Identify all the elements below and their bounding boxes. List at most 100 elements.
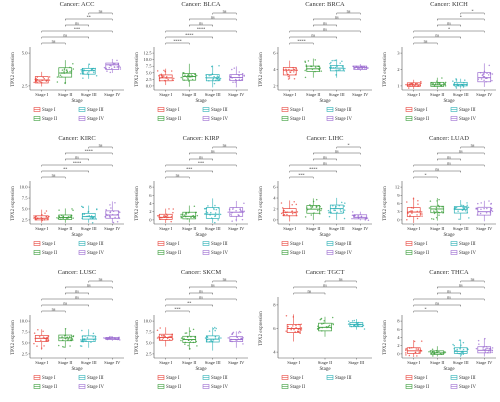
bracket-line bbox=[65, 158, 89, 161]
data-point bbox=[119, 339, 121, 341]
box-stage-iii bbox=[327, 197, 346, 220]
legend: Stage I Stage II Stage III Stage IV bbox=[281, 107, 352, 122]
data-point bbox=[40, 347, 43, 349]
data-point bbox=[190, 74, 193, 76]
box-stage-iv bbox=[351, 211, 370, 221]
data-point bbox=[458, 339, 461, 341]
data-point bbox=[187, 78, 189, 81]
data-point bbox=[412, 198, 415, 200]
significance-label: **** bbox=[173, 38, 181, 43]
significance-label: ** bbox=[87, 14, 91, 19]
data-point bbox=[295, 326, 297, 329]
data-point bbox=[38, 80, 40, 83]
data-point bbox=[486, 207, 488, 210]
data-point bbox=[213, 75, 215, 78]
data-point bbox=[95, 218, 98, 220]
data-point bbox=[88, 214, 90, 217]
box-stage-i bbox=[405, 79, 422, 89]
data-point bbox=[455, 87, 458, 89]
data-point bbox=[46, 336, 48, 339]
data-point bbox=[357, 215, 360, 217]
data-point bbox=[243, 202, 245, 204]
x-tick-label: Stage III bbox=[205, 226, 221, 231]
x-axis-label: Stage bbox=[443, 233, 455, 238]
data-point bbox=[462, 348, 465, 351]
data-point bbox=[353, 324, 356, 327]
data-point bbox=[304, 60, 306, 63]
box-stage-iv bbox=[104, 201, 121, 224]
data-point bbox=[185, 212, 188, 214]
data-point bbox=[304, 69, 306, 72]
data-point bbox=[92, 332, 95, 335]
bracket-line bbox=[41, 298, 113, 301]
legend: Stage I Stage II Stage III Stage IV bbox=[405, 107, 476, 122]
data-point bbox=[291, 210, 293, 212]
significance-label: ns bbox=[307, 288, 311, 293]
significance-label: **** bbox=[197, 26, 205, 31]
data-point bbox=[68, 336, 71, 338]
data-point bbox=[441, 77, 443, 79]
data-point bbox=[295, 324, 297, 326]
data-point bbox=[111, 67, 113, 70]
legend-label: Stage I bbox=[414, 376, 428, 381]
data-point bbox=[477, 339, 480, 342]
data-point bbox=[169, 335, 171, 338]
significance-label: ns bbox=[176, 172, 180, 177]
y-axis-label: TPX2 expression bbox=[259, 186, 264, 221]
data-point bbox=[118, 217, 121, 220]
significance-bracket: ns bbox=[460, 142, 485, 149]
y-tick-label: 2.5 bbox=[22, 351, 28, 356]
data-point bbox=[210, 65, 213, 68]
legend-label: Stage III bbox=[459, 242, 476, 247]
significance-bracket: * bbox=[413, 26, 485, 33]
y-tick-label: 8 bbox=[273, 302, 276, 307]
bracket-line bbox=[460, 12, 485, 15]
significance-bracket: ns bbox=[189, 14, 237, 21]
data-point bbox=[232, 331, 235, 334]
data-point bbox=[292, 325, 294, 327]
data-point bbox=[230, 213, 232, 215]
significance-bracket: *** bbox=[165, 306, 190, 313]
data-point bbox=[405, 83, 407, 86]
legend-label: Stage I bbox=[42, 108, 56, 113]
panel-title: Cancer: BLCA bbox=[181, 1, 220, 8]
data-point bbox=[314, 66, 317, 68]
data-point bbox=[217, 219, 219, 221]
data-point bbox=[233, 67, 236, 69]
data-point bbox=[62, 215, 64, 218]
data-point bbox=[462, 86, 465, 88]
x-tick-label: Stage I bbox=[159, 360, 172, 365]
box-stage-ii bbox=[180, 327, 198, 350]
data-point bbox=[429, 200, 432, 202]
data-point bbox=[339, 209, 342, 211]
data-point bbox=[193, 205, 196, 208]
data-point bbox=[232, 81, 234, 83]
data-point bbox=[328, 215, 331, 218]
y-axis-label: TPX2 expression bbox=[135, 186, 140, 221]
y-tick-label: 3 bbox=[397, 51, 400, 56]
data-point bbox=[80, 340, 83, 343]
data-point bbox=[452, 343, 454, 346]
data-point bbox=[56, 76, 59, 78]
data-point bbox=[157, 336, 160, 338]
data-point bbox=[46, 339, 48, 342]
bracket-line bbox=[65, 18, 113, 21]
panel-title: Cancer: KICH bbox=[430, 1, 468, 8]
box-iqr bbox=[477, 346, 492, 354]
box-stage-iii bbox=[203, 198, 222, 224]
significance-label: ns bbox=[311, 32, 315, 37]
data-point bbox=[295, 203, 298, 206]
data-point bbox=[280, 212, 283, 215]
significance-bracket: ns bbox=[65, 282, 113, 289]
bracket-line bbox=[189, 18, 237, 21]
y-tick-label: 2.5 bbox=[22, 217, 28, 222]
bracket-line bbox=[165, 310, 190, 313]
data-point bbox=[411, 210, 413, 212]
data-point bbox=[420, 340, 423, 342]
data-point bbox=[444, 81, 447, 84]
data-point bbox=[61, 69, 64, 71]
bracket-line bbox=[313, 158, 337, 161]
significance-label: ns bbox=[199, 288, 203, 293]
box-stage-i bbox=[404, 340, 423, 357]
data-point bbox=[57, 344, 60, 347]
